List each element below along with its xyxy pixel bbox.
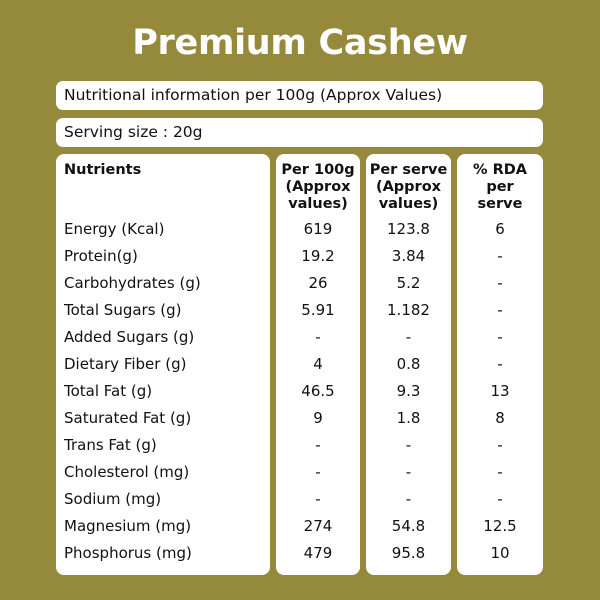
serving-size-bar: Serving size : 20g <box>56 118 543 147</box>
header-line: Nutrients <box>64 162 142 178</box>
table-cell: - <box>405 490 412 508</box>
table-cell: 5.91 <box>301 301 335 319</box>
header-line: Per serve <box>369 162 448 178</box>
nutrient-name-cell: Added Sugars (g) <box>64 328 195 346</box>
per-serve-cells: 123.8 3.84 5.2 1.182 - 0.8 9.3 1.8 - - - 54.8 95.8 <box>366 216 451 567</box>
nutrition-info-bar: Nutritional information per 100g (Approx… <box>56 81 543 110</box>
table-cell: 9 <box>313 409 323 427</box>
table-cell: 46.5 <box>301 382 335 400</box>
nutrient-cells: Energy (Kcal) Protein(g) Carbohydrates (g)… <box>56 216 270 567</box>
table-cell: 19.2 <box>301 247 335 265</box>
table-cell: - <box>315 436 321 454</box>
column-header-per-serve: Per serve (Approx values) <box>366 162 451 213</box>
table-cell: 123.8 <box>387 220 430 238</box>
table-cell: - <box>315 490 321 508</box>
table-cell: - <box>315 328 321 346</box>
table-cell: 3.84 <box>391 247 426 265</box>
rda-cells: 6 - - - - - 13 8 - - - 12.5 10 <box>457 216 543 567</box>
table-cell: - <box>405 328 412 346</box>
rda-column: % RDA per serve 6 - - - - - 13 8 - - - 12.5 10 <box>457 154 543 575</box>
nutrient-name-cell: Dietary Fiber (g) <box>64 355 187 373</box>
table-cell: 26 <box>308 274 328 292</box>
nutrient-name-cell: Trans Fat (g) <box>64 436 157 454</box>
nutrient-name-cell: Magnesium (mg) <box>64 517 192 535</box>
table-cell: - <box>405 436 412 454</box>
table-cell: 4 <box>313 355 323 373</box>
table-cell: - <box>405 463 412 481</box>
nutrient-name-cell: Total Sugars (g) <box>64 301 182 319</box>
table-cell: 1.182 <box>387 301 430 319</box>
nutrients-column: Nutrients Energy (Kcal) Protein(g) Carbohy… <box>56 154 270 575</box>
nutrient-name-cell: Total Fat (g) <box>64 382 153 400</box>
header-line: (Approx <box>285 179 351 195</box>
nutrient-name-cell: Protein(g) <box>64 247 138 265</box>
table-cell: - <box>497 436 503 454</box>
column-header-per-100g: Per 100g (Approx values) <box>276 162 360 213</box>
table-cell: 54.8 <box>391 517 426 535</box>
table-cell: - <box>497 463 503 481</box>
table-cell: - <box>497 355 503 373</box>
table-cell: 8 <box>495 409 505 427</box>
header-line: serve <box>477 196 523 212</box>
table-cell: 274 <box>303 517 333 535</box>
table-cell: 619 <box>303 220 333 238</box>
table-cell: 9.3 <box>396 382 421 400</box>
nutrient-name-cell: Energy (Kcal) <box>64 220 165 238</box>
nutrient-name-cell: Carbohydrates (g) <box>64 274 201 292</box>
table-cell: - <box>497 328 503 346</box>
nutrient-name-cell: Phosphorus (mg) <box>64 544 192 562</box>
column-header-nutrients: Nutrients <box>64 162 141 179</box>
header-line: % RDA <box>473 162 527 178</box>
per-serve-column: Per serve (Approx values) 123.8 3.84 5.2 1.… <box>366 154 451 575</box>
nutrient-name-cell: Saturated Fat (g) <box>64 409 192 427</box>
table-cell: - <box>497 247 503 265</box>
table-cell: 5.2 <box>396 274 421 292</box>
table-cell: 13 <box>490 382 510 400</box>
table-cell: - <box>315 463 321 481</box>
per-100g-column: Per 100g (Approx values) 619 19.2 26 5.91 - 4… <box>276 154 360 575</box>
nutrient-name-cell: Sodium (mg) <box>64 490 162 508</box>
header-line: (Approx <box>375 179 442 195</box>
column-header-rda: % RDA per serve <box>457 162 543 213</box>
header-line: Per 100g <box>281 162 355 178</box>
page-title: Premium Cashew <box>132 23 468 63</box>
table-cell: 95.8 <box>391 544 426 562</box>
table-cell: 1.8 <box>396 409 421 427</box>
header-line: values) <box>378 196 439 212</box>
table-cell: - <box>497 301 503 319</box>
per-100g-cells: 619 19.2 26 5.91 - 4 46.5 9 - - - 274 479 <box>276 216 360 567</box>
header-line: per <box>486 179 514 195</box>
table-cell: - <box>497 274 503 292</box>
table-cell: 10 <box>490 544 510 562</box>
nutrient-name-cell: Cholesterol (mg) <box>64 463 190 481</box>
table-cell: 12.5 <box>483 517 517 535</box>
table-cell: 0.8 <box>396 355 421 373</box>
table-cell: 6 <box>495 220 505 238</box>
header-line: values) <box>288 196 348 212</box>
table-cell: - <box>497 490 503 508</box>
table-cell: 479 <box>303 544 333 562</box>
